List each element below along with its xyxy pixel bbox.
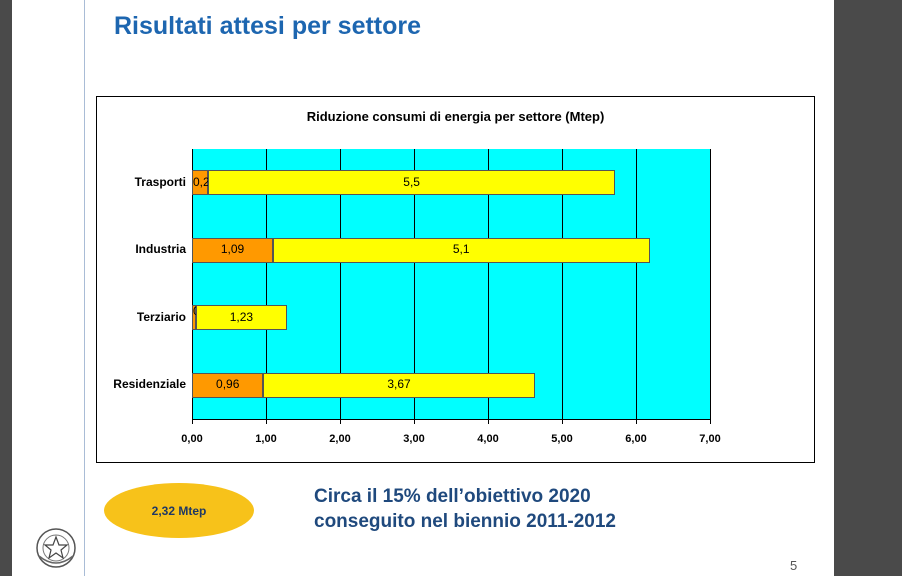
category-label: Trasporti [134, 174, 186, 189]
slide-divider-line [84, 0, 85, 576]
x-axis [192, 419, 710, 420]
category-label: Industria [135, 242, 186, 257]
republic-emblem-icon [36, 528, 76, 568]
data-label: 5,1 [452, 242, 470, 257]
data-label: 3,67 [387, 377, 411, 392]
total-badge: 2,32 Mtep [104, 483, 254, 538]
right-window-edge [834, 0, 902, 576]
page-number: 5 [790, 558, 798, 573]
gridline [266, 149, 267, 419]
bar-segment [208, 170, 616, 196]
category-label: Terziario [136, 309, 186, 324]
gridline [562, 149, 563, 419]
data-label: 1,23 [229, 309, 254, 324]
x-tick-label: 6,00 [625, 433, 647, 445]
summary-line-1: Circa il 15% dell’obiettivo 2020 [314, 486, 591, 507]
summary-line-2: conseguito nel biennio 2011-2012 [314, 511, 616, 532]
gridline [636, 149, 637, 419]
x-tick-mark [562, 419, 563, 424]
x-tick-label: 3,00 [403, 433, 425, 445]
x-tick-mark [192, 419, 193, 424]
bar-segment [192, 372, 264, 398]
slide: Risultati attesi per settore Riduzione c… [12, 0, 834, 576]
x-tick-label: 0,00 [181, 433, 203, 445]
summary-note: Circa il 15% dell’obiettivo 2020 consegu… [314, 484, 616, 534]
bar-segment [192, 170, 209, 196]
x-tick-mark [340, 419, 341, 424]
bar-segment [263, 372, 535, 398]
gridline [488, 149, 489, 419]
data-label: 1,09 [220, 242, 245, 257]
x-tick-label: 4,00 [477, 433, 499, 445]
data-label: 5,5 [403, 174, 420, 189]
gridline [710, 149, 711, 419]
gridline [340, 149, 341, 419]
left-window-edge [0, 0, 12, 576]
data-label: 0,96 [216, 377, 240, 392]
x-tick-label: 7,00 [699, 433, 721, 445]
bar-segment [195, 305, 287, 331]
x-tick-label: 1,00 [255, 433, 277, 445]
category-label: Residenziale [113, 377, 186, 392]
bar-segment [192, 305, 196, 331]
y-axis [192, 149, 193, 419]
bar-segment [192, 237, 273, 263]
x-tick-mark [488, 419, 489, 424]
chart-title: Riduzione consumi di energia per settore… [306, 109, 605, 124]
x-tick-mark [710, 419, 711, 424]
x-tick-label: 2,00 [329, 433, 351, 445]
x-tick-mark [266, 419, 267, 424]
x-tick-label: 5,00 [551, 433, 573, 445]
gridline [414, 149, 415, 419]
x-tick-mark [414, 419, 415, 424]
x-tick-mark [636, 419, 637, 424]
chart-frame: Riduzione consumi di energia per settore… [96, 96, 815, 463]
bar-segment [272, 237, 651, 263]
slide-title: Risultati attesi per settore [114, 12, 422, 40]
